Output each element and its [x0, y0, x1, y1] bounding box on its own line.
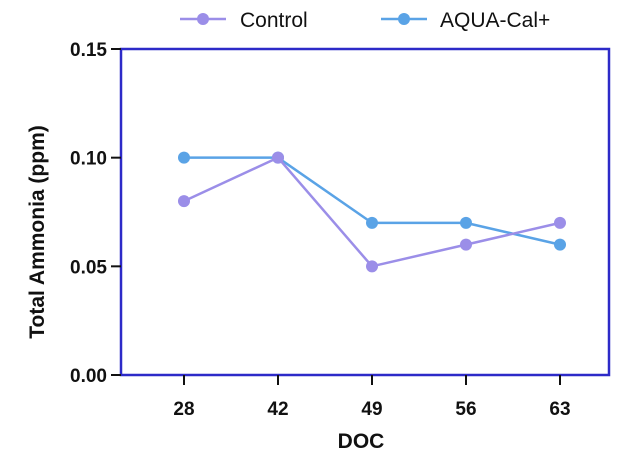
data-point	[554, 238, 566, 251]
plot-area	[119, 47, 611, 377]
series-line	[184, 156, 561, 246]
data-point	[554, 216, 566, 229]
legend-item: Control	[180, 9, 308, 32]
x-axis: 28 42 49 56 63	[173, 375, 571, 420]
legend-item: AQUA-Cal+	[381, 9, 550, 32]
x-axis-title: DOC	[338, 430, 385, 453]
data-point	[272, 151, 284, 164]
data-point	[460, 216, 472, 229]
y-tick-label: 0.10	[70, 149, 107, 170]
data-point	[178, 151, 190, 164]
x-tick-label: 28	[173, 399, 194, 420]
y-tick-label: 0.00	[70, 366, 107, 387]
y-axis-title: Total Ammonia (ppm)	[26, 125, 49, 339]
legend-label: Control	[240, 9, 308, 32]
legend-label: AQUA-Cal+	[440, 9, 550, 32]
x-tick-label: 49	[361, 399, 382, 420]
legend: Control AQUA-Cal+	[180, 9, 550, 32]
legend-marker	[197, 13, 209, 25]
data-point	[366, 260, 378, 273]
series-layer	[178, 151, 566, 273]
data-point	[366, 216, 378, 229]
y-tick-label: 0.15	[70, 40, 107, 61]
y-tick-label: 0.05	[70, 257, 107, 278]
plot-frame	[119, 47, 611, 377]
x-tick-label: 56	[455, 399, 476, 420]
legend-marker	[398, 13, 410, 25]
x-tick-label: 42	[267, 399, 288, 420]
y-axis: 0.00 0.05 0.10 0.15	[70, 40, 121, 387]
x-tick-label: 63	[549, 399, 570, 420]
series-Control	[178, 151, 566, 273]
data-point	[460, 238, 472, 251]
data-point	[178, 195, 190, 208]
series-line	[183, 156, 561, 268]
